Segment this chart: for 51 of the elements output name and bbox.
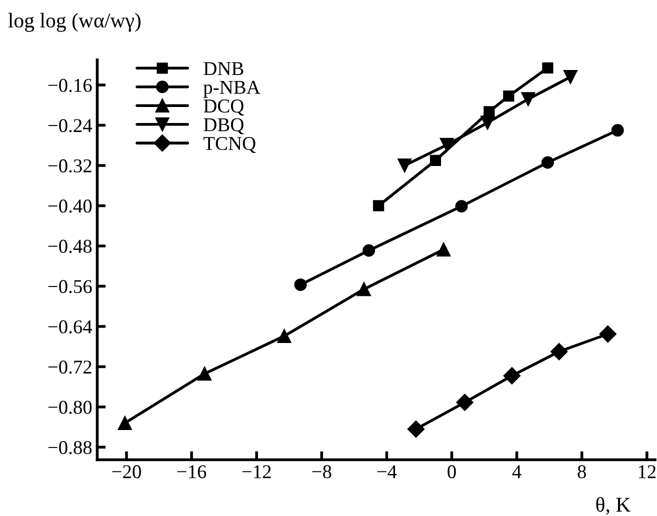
x-tick-label: −4 [377,465,397,478]
x-tick-label: 4 [512,465,522,478]
point [440,138,454,152]
point [356,282,371,296]
point [542,62,554,74]
y-tick-label: −0.24 [48,119,92,132]
x-axis-title: θ, K [596,496,631,515]
y-tick-label: −0.88 [48,440,92,454]
point [398,158,412,172]
y-tick-label: −0.72 [48,360,92,374]
point [373,200,384,212]
legend-label: DNB [204,62,244,76]
x-tick-label: −16 [177,465,206,478]
legend-label: TCNQ [204,136,256,154]
point [362,244,376,257]
point [294,278,307,291]
legend-label: DCQ [204,100,244,116]
point [407,420,425,438]
legend-label: DBQ [204,118,244,134]
point [480,116,494,130]
point [503,90,514,102]
point [541,156,554,169]
y-axis-title: log log (wα/wγ) [8,12,141,32]
point [430,154,442,166]
point [484,106,495,118]
y-tick-label: −0.16 [48,78,92,92]
x-tick-label: −8 [312,465,332,478]
point [503,367,520,384]
y-tick-label: −0.48 [48,240,92,253]
y-tick-label: −0.80 [48,400,92,414]
x-tick-label: −20 [112,465,141,478]
point [550,343,568,360]
point [436,242,451,256]
point [118,416,132,430]
x-tick-label: −12 [242,465,271,478]
point [611,124,624,137]
x-tick-label: 8 [578,465,586,478]
point [277,329,292,343]
y-tick-label: −0.56 [48,280,92,294]
y-tick-label: −0.64 [48,320,92,334]
x-tick-label: 0 [448,465,456,478]
y-tick-label: −0.32 [48,159,92,173]
x-tick-label: 12 [638,465,656,478]
point [599,325,616,343]
point [564,70,578,84]
legend-label: p-NBA [203,80,260,98]
point [456,394,474,411]
point [521,92,536,106]
point [198,366,212,381]
point [455,200,468,212]
y-tick-label: −0.40 [48,200,92,213]
